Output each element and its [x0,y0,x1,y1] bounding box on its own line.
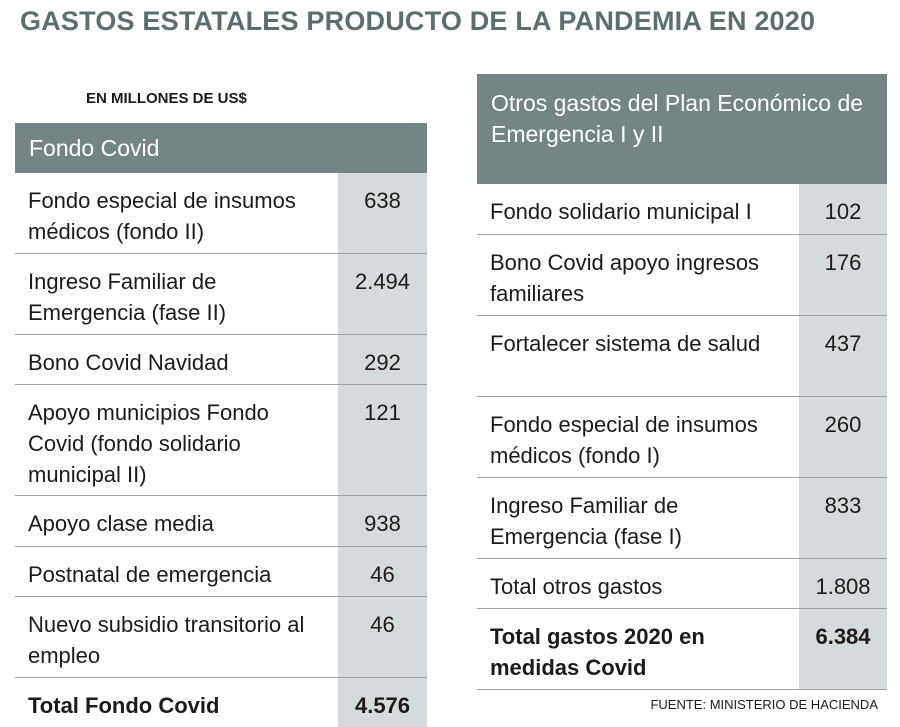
row-label: Nuevo subsidio transitorio al empleo [28,612,305,668]
row-value: 2.494 [338,254,427,334]
row-value: 260 [799,397,887,477]
table-header: Otros gastos del Plan Económico de Emerg… [477,74,887,184]
table-row: Fondo solidario municipal I 102 [477,184,887,235]
otros-gastos-table: Otros gastos del Plan Económico de Emerg… [477,74,887,690]
row-label: Fondo solidario municipal I [490,199,752,224]
row-label: Ingreso Familiar de Emergencia (fase I) [490,493,682,549]
grand-total-row: Total gastos 2020 en medidas Covid 6.384 [477,609,887,690]
table-row: Ingreso Familiar de Emergencia (fase I) … [477,478,887,559]
source-note: FUENTE: MINISTERIO DE HACIENDA [650,697,878,712]
table-row: Nuevo subsidio transitorio al empleo 46 [15,597,427,678]
table-row: Postnatal de emergencia 46 [15,547,427,597]
row-label: Fondo especial de insumos médicos (fondo… [28,188,296,244]
row-value: 938 [338,496,427,546]
table-header: Fondo Covid [15,123,427,173]
row-label: Fondo especial de insumos médicos (fondo… [490,412,758,468]
table-row: Apoyo municipios Fondo Covid (fondo soli… [15,385,427,496]
table-row: Total otros gastos 1.808 [477,559,887,609]
table-row: Apoyo clase media 938 [15,496,427,547]
row-value: 121 [338,385,427,495]
row-label: Total otros gastos [490,574,663,599]
row-label: Ingreso Familiar de Emergencia (fase II) [28,269,227,325]
row-value: 292 [338,335,427,384]
total-label: Total Fondo Covid [28,693,220,718]
row-label: Apoyo clase media [28,511,214,536]
table-row: Fondo especial de insumos médicos (fondo… [15,173,427,254]
table-row: Fortalecer sistema de salud 437 [477,316,887,397]
table-row: Ingreso Familiar de Emergencia (fase II)… [15,254,427,335]
row-value: 176 [799,235,887,315]
table-row: Fondo especial de insumos médicos (fondo… [477,397,887,478]
row-value: 46 [338,597,427,677]
units-subtitle: EN MILLONES DE US$ [86,90,247,107]
row-value: 638 [338,173,427,253]
row-label: Fortalecer sistema de salud [490,331,761,356]
row-value: 437 [799,316,887,396]
total-row: Total Fondo Covid 4.576 [15,678,427,727]
fondo-covid-table: Fondo Covid Fondo especial de insumos mé… [15,123,427,727]
table-row: Bono Covid apoyo ingresos familiares 176 [477,235,887,316]
row-label: Bono Covid Navidad [28,350,229,375]
page-title: GASTOS ESTATALES PRODUCTO DE LA PANDEMIA… [20,6,816,36]
grand-total-label: Total gastos 2020 en medidas Covid [490,624,705,680]
row-label: Apoyo municipios Fondo Covid (fondo soli… [28,400,269,487]
grand-total-value: 6.384 [799,609,887,689]
row-value: 833 [799,478,887,558]
row-label: Postnatal de emergencia [28,562,272,587]
total-value: 4.576 [338,678,427,727]
row-value: 102 [799,184,887,234]
table-row: Bono Covid Navidad 292 [15,335,427,385]
row-value: 1.808 [799,559,887,608]
row-value: 46 [338,547,427,596]
row-label: Bono Covid apoyo ingresos familiares [490,250,760,306]
